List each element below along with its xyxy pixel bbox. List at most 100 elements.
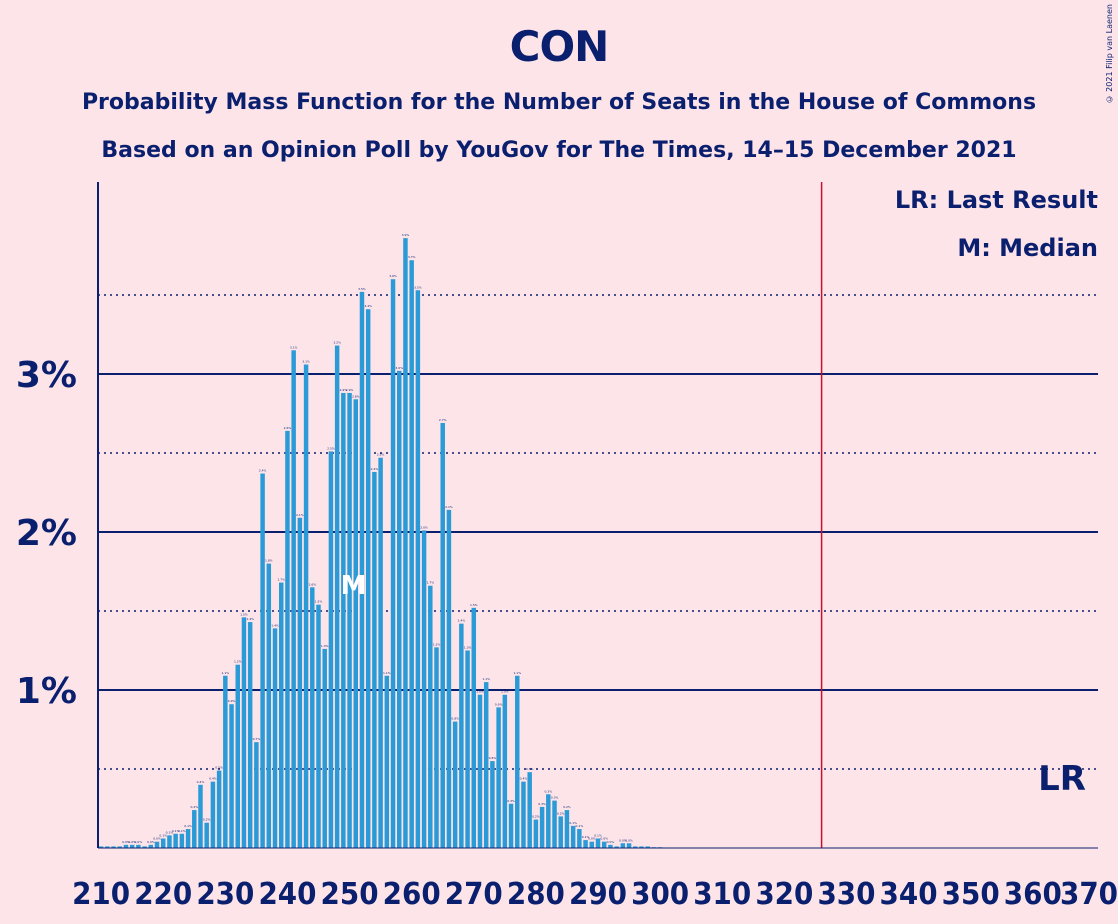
bar-value-label: 1.1% — [222, 671, 230, 675]
bar-value-label: 3.7% — [408, 255, 416, 259]
bar-value-label: 0.1% — [172, 829, 180, 833]
bar-value-label: 3.1% — [290, 345, 298, 349]
bar — [235, 664, 240, 848]
bar-value-label: 2.0% — [420, 525, 428, 529]
chart-subtitle: Probability Mass Function for the Number… — [81, 90, 1037, 115]
bar — [515, 675, 520, 848]
bar-value-label: 0.9% — [495, 702, 503, 706]
bar-value-label: 1.7% — [277, 578, 285, 582]
bar — [390, 279, 396, 848]
bar-value-label: 0.8% — [451, 717, 459, 721]
bar-value-label: 3.5% — [414, 285, 422, 289]
bar — [645, 846, 650, 848]
bar — [297, 517, 303, 848]
bar — [105, 846, 110, 848]
bar-value-label: 2.6% — [284, 426, 292, 430]
bar-value-label: 0.1% — [594, 834, 602, 838]
bar — [204, 822, 209, 848]
bar-value-label: 0.0% — [600, 837, 608, 841]
x-tick-label: 300 — [631, 877, 689, 912]
bar — [154, 841, 160, 848]
bar-value-label: 0.0% — [607, 840, 615, 844]
bar — [601, 841, 607, 848]
x-tick-label: 270 — [445, 877, 503, 912]
bar — [98, 846, 104, 848]
x-tick-label: 310 — [693, 877, 751, 912]
bar-value-label: 1.8% — [265, 559, 273, 563]
bar-value-label: 3.9% — [402, 233, 410, 237]
y-tick-label: 1% — [16, 671, 77, 712]
bar-value-label: 0.0% — [128, 840, 136, 844]
bar-value-label: 1.4% — [246, 617, 254, 621]
x-tick-label: 330 — [817, 877, 875, 912]
bar — [583, 840, 588, 848]
bar — [465, 650, 470, 848]
bar — [508, 803, 514, 848]
bar-value-label: 1.5% — [470, 603, 478, 607]
bar — [639, 846, 644, 848]
bar — [620, 843, 626, 848]
bar — [117, 846, 122, 848]
bar — [316, 604, 321, 848]
bar — [359, 291, 365, 849]
bar-value-label: 2.5% — [377, 453, 385, 457]
bar — [614, 846, 619, 848]
bar-value-label: 2.4% — [371, 467, 379, 471]
x-tick-label: 240 — [258, 877, 316, 912]
bar — [285, 430, 290, 848]
bar — [247, 622, 253, 848]
bar — [241, 617, 247, 848]
bar — [129, 844, 135, 848]
bar-value-label: 2.1% — [296, 513, 304, 517]
bar-value-label: 1.1% — [482, 677, 490, 681]
bar — [452, 721, 458, 848]
x-tick-label: 320 — [755, 877, 813, 912]
bar-value-label: 0.0% — [135, 840, 143, 844]
bar — [303, 364, 309, 848]
bar-value-label: 1.3% — [433, 642, 441, 646]
x-tick-label: 220 — [134, 877, 192, 912]
bar — [353, 399, 358, 848]
bar-value-label: 1.4% — [271, 623, 279, 627]
bar — [577, 829, 582, 848]
bar — [471, 607, 477, 848]
chart-title: CON — [509, 22, 610, 71]
bar — [539, 806, 545, 848]
last-result-marker: LR — [1038, 759, 1086, 799]
bar-value-label: 0.0% — [147, 840, 155, 844]
bar-value-label: 2.7% — [439, 418, 447, 422]
bar — [558, 816, 563, 848]
bar-value-label: 0.2% — [563, 805, 571, 809]
bar-value-label: 0.0% — [625, 838, 633, 842]
x-tick-label: 340 — [880, 877, 938, 912]
y-tick-label: 2% — [16, 513, 77, 554]
bar — [160, 838, 166, 848]
bar-value-label: 2.5% — [327, 446, 335, 450]
bar — [496, 707, 501, 848]
bar — [266, 563, 272, 848]
bar — [365, 309, 371, 849]
x-tick-label: 350 — [942, 877, 1000, 912]
bar-value-label: 0.3% — [538, 802, 546, 806]
bar — [626, 843, 632, 848]
bar-value-label: 0.1% — [166, 830, 174, 834]
bar — [372, 471, 377, 848]
bar — [527, 772, 532, 848]
bar — [229, 704, 234, 848]
bar-value-label: 0.7% — [253, 737, 261, 741]
bar — [397, 370, 402, 848]
bar — [291, 350, 296, 848]
bar — [111, 846, 116, 848]
bar-value-label: 0.5% — [526, 767, 534, 771]
bar-value-label: 0.4% — [209, 777, 217, 781]
bar-value-label: 0.1% — [582, 835, 590, 839]
bar — [136, 844, 141, 848]
bar-value-label: 0.3% — [507, 799, 515, 803]
bar — [173, 833, 178, 848]
bars: 0.0%0.0%0.0% 0.0%0.0%0.1%0.1%0.1%0.1%0.1%… — [98, 233, 663, 849]
bar — [278, 582, 284, 848]
bar-value-label: 1.3% — [464, 646, 472, 650]
x-tick-label: 230 — [196, 877, 254, 912]
bar-value-label: 1.6% — [308, 582, 316, 586]
bar — [589, 841, 595, 848]
